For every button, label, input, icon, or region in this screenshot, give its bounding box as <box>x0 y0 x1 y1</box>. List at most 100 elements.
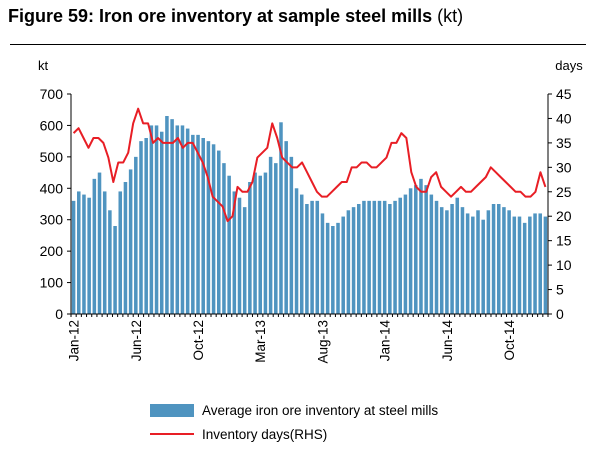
bar <box>325 222 330 314</box>
bar <box>331 226 335 314</box>
left-tick-label: 300 <box>40 212 64 228</box>
legend-label-bar: Average iron ore inventory at steel mill… <box>202 403 438 418</box>
bar <box>113 226 117 314</box>
legend-swatch-bar <box>150 404 194 417</box>
bar <box>108 210 112 314</box>
title-rule <box>10 44 586 45</box>
figure-title-text: Figure 59: Iron ore inventory at sample … <box>8 6 433 26</box>
bar <box>538 213 542 314</box>
bar <box>118 191 123 314</box>
bar <box>253 172 257 314</box>
bar <box>471 216 475 314</box>
bar <box>476 210 480 314</box>
bar <box>128 169 133 314</box>
bar <box>496 204 501 314</box>
bar <box>512 216 517 314</box>
bar <box>305 204 309 314</box>
bar <box>206 141 211 314</box>
bar <box>393 200 397 314</box>
bar <box>522 222 527 314</box>
x-tick-label: Oct-12 <box>191 320 206 361</box>
bar <box>403 194 408 314</box>
bar <box>170 119 174 314</box>
bar <box>82 194 86 314</box>
bar <box>434 200 439 314</box>
right-axis-label: days <box>555 58 583 73</box>
right-tick-label: 35 <box>556 135 572 151</box>
bar <box>284 141 288 314</box>
bar <box>507 210 511 314</box>
bar <box>320 213 325 314</box>
bar <box>351 207 356 314</box>
bar <box>102 191 107 314</box>
bar <box>491 204 496 314</box>
figure-title-unit: (kt) <box>437 6 464 26</box>
figure-title: Figure 59: Iron ore inventory at sample … <box>8 6 463 27</box>
bar <box>414 185 418 314</box>
bar <box>87 197 91 314</box>
inventory-days-line <box>72 107 547 223</box>
bar <box>268 156 273 314</box>
bar <box>196 134 200 314</box>
right-tick-label: 30 <box>556 159 572 175</box>
bar <box>139 141 143 314</box>
x-tick-label: Mar-13 <box>253 320 268 363</box>
bar <box>217 150 221 314</box>
bar <box>294 188 299 314</box>
bar <box>227 175 231 314</box>
bar <box>222 163 226 314</box>
bar <box>517 216 522 314</box>
left-tick-label: 200 <box>40 243 64 259</box>
axes: 0 100 200 300 400 500 600 700 0 5 10 15 20 25 30 35 40 45… <box>40 86 572 364</box>
bar <box>460 207 465 314</box>
legend-label-line: Inventory days(RHS) <box>202 427 327 442</box>
bar <box>419 178 423 314</box>
bar <box>242 207 247 314</box>
right-tick-label: 45 <box>556 86 572 102</box>
bar <box>144 138 148 314</box>
bar <box>382 200 387 314</box>
right-tick-label: 10 <box>556 257 572 273</box>
bar <box>377 200 382 314</box>
right-tick-label: 0 <box>556 306 564 322</box>
legend: Average iron ore inventory at steel mill… <box>150 403 438 442</box>
bar <box>388 204 392 314</box>
bar <box>180 125 185 315</box>
bar <box>450 204 454 314</box>
bar <box>424 185 428 314</box>
bar <box>274 163 278 314</box>
bar <box>543 216 548 314</box>
bar <box>310 200 314 314</box>
left-tick-label: 100 <box>40 275 64 291</box>
bar <box>367 200 371 314</box>
bar <box>185 128 190 314</box>
left-tick-label: 500 <box>40 149 64 165</box>
bar <box>77 191 81 314</box>
bar <box>71 200 76 314</box>
bar <box>356 204 361 314</box>
bar <box>248 182 252 314</box>
right-tick-label: 15 <box>556 233 572 249</box>
bar <box>429 194 434 314</box>
bar <box>346 210 351 314</box>
bar <box>502 207 506 314</box>
right-tick-label: 5 <box>556 282 564 298</box>
x-tick-label: Jan-14 <box>378 320 393 362</box>
bar <box>211 144 216 314</box>
line-series <box>72 107 547 223</box>
bar <box>149 125 154 315</box>
bar <box>165 116 169 314</box>
bar <box>159 131 164 314</box>
x-tick-label: Jun-12 <box>129 320 144 361</box>
bar <box>486 210 491 314</box>
bar <box>439 207 444 314</box>
bar <box>398 197 402 314</box>
bar <box>279 122 283 314</box>
bar <box>341 216 345 314</box>
bar <box>175 125 180 315</box>
bar <box>191 134 195 314</box>
left-axis-label: kt <box>38 58 49 73</box>
bar <box>362 200 366 314</box>
left-tick-label: 400 <box>40 180 64 196</box>
